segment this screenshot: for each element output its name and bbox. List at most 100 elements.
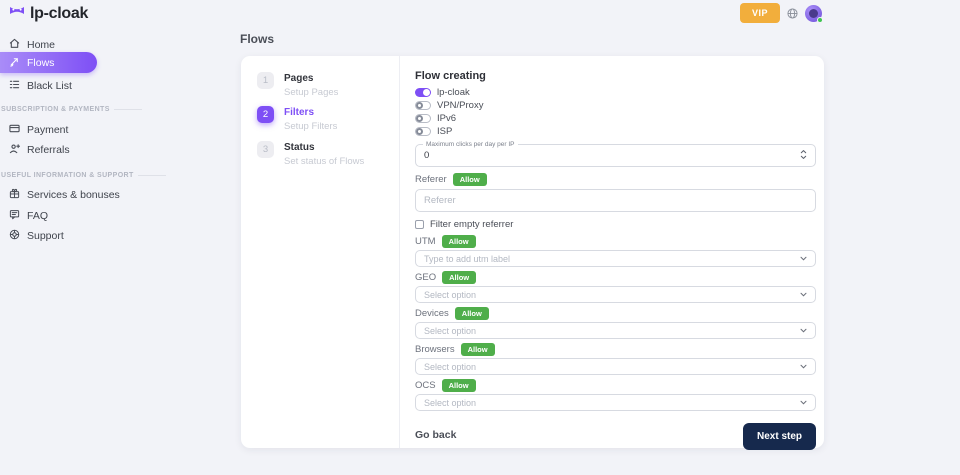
browsers-placeholder: Select option — [424, 361, 477, 372]
ocs-placeholder: Select option — [424, 397, 477, 408]
toggle-label: ISP — [437, 126, 453, 137]
step-status[interactable]: 3 Status Set status of Flows — [257, 141, 364, 167]
step-number: 3 — [257, 141, 274, 158]
browsers-select[interactable]: Select option — [415, 358, 816, 375]
toggle-ipv6[interactable]: IPv6 — [415, 113, 816, 124]
sidebar-item-label: Services & bonuses — [27, 189, 120, 201]
gift-icon — [9, 188, 20, 202]
utm-select[interactable]: Type to add utm label — [415, 250, 816, 267]
sidebar-section-useful-info: USEFUL INFORMATION & SUPPORT — [1, 172, 166, 179]
flows-icon — [9, 56, 20, 70]
browsers-allow-badge[interactable]: Allow — [460, 343, 495, 356]
step-subtitle: Set status of Flows — [284, 156, 365, 167]
geo-placeholder: Select option — [424, 289, 477, 300]
chevron-down-icon — [800, 292, 807, 297]
referer-label: Referer — [415, 174, 447, 185]
form-title: Flow creating — [415, 70, 486, 82]
number-stepper-icon[interactable] — [800, 147, 807, 165]
browsers-label: Browsers — [415, 344, 455, 355]
utm-placeholder: Type to add utm label — [424, 253, 511, 264]
toggle-switch-off[interactable] — [415, 114, 431, 123]
referer-allow-badge[interactable]: Allow — [452, 173, 487, 186]
sidebar-item-services-bonuses[interactable]: Services & bonuses — [9, 188, 120, 202]
globe-icon[interactable] — [787, 7, 798, 19]
sidebar-item-label: FAQ — [27, 210, 49, 222]
mask-logo-icon — [9, 4, 25, 23]
support-icon — [9, 229, 20, 243]
toggle-lp-cloak[interactable]: lp-cloak — [415, 87, 816, 98]
max-clicks-label: Maximum clicks per day per IP — [423, 141, 518, 148]
max-clicks-input[interactable] — [424, 150, 800, 161]
utm-label: UTM — [415, 236, 436, 247]
checkbox-label: Filter empty referrer — [430, 218, 514, 230]
devices-select[interactable]: Select option — [415, 322, 816, 339]
step-number: 2 — [257, 106, 274, 123]
sidebar-item-label: Flows — [27, 56, 55, 69]
step-filters[interactable]: 2 Filters Setup Filters — [257, 106, 337, 132]
flow-creation-card: 1 Pages Setup Pages 2 Filters Setup Filt… — [241, 56, 824, 450]
sidebar-item-home[interactable]: Home — [9, 38, 55, 52]
sidebar-item-label: Black List — [27, 80, 72, 92]
sidebar-item-flows[interactable]: Flows — [0, 52, 97, 73]
ocs-allow-badge[interactable]: Allow — [441, 379, 476, 392]
logo-text: lp-cloak — [30, 4, 89, 22]
sidebar-item-label: Support — [27, 230, 64, 242]
geo-allow-badge[interactable]: Allow — [442, 271, 477, 284]
filter-empty-referrer-checkbox-row[interactable]: Filter empty referrer — [415, 218, 816, 230]
chevron-down-icon — [800, 364, 807, 369]
referer-input[interactable] — [424, 195, 807, 206]
toggle-isp[interactable]: ISP — [415, 126, 816, 137]
checkbox-unchecked[interactable] — [415, 219, 424, 229]
geo-label: GEO — [415, 272, 437, 283]
go-back-link[interactable]: Go back — [415, 429, 457, 441]
utm-allow-badge[interactable]: Allow — [441, 235, 476, 248]
referrals-icon — [9, 143, 21, 157]
chevron-down-icon — [800, 256, 807, 261]
devices-placeholder: Select option — [424, 325, 477, 336]
ocs-label: OCS — [415, 380, 436, 391]
chevron-down-icon — [800, 328, 807, 333]
next-step-button[interactable]: Next step — [742, 423, 816, 450]
step-title: Filters — [284, 107, 315, 118]
faq-icon — [9, 209, 20, 223]
step-subtitle: Setup Pages — [284, 87, 339, 98]
geo-select[interactable]: Select option — [415, 286, 816, 303]
home-icon — [9, 38, 20, 52]
toggle-label: VPN/Proxy — [437, 100, 484, 111]
online-status-dot — [817, 16, 823, 23]
step-subtitle: Setup Filters — [284, 121, 338, 132]
sidebar-item-faq[interactable]: FAQ — [9, 209, 48, 223]
page-title: Flows — [240, 32, 275, 46]
ocs-select[interactable]: Select option — [415, 394, 816, 411]
app-logo[interactable]: lp-cloak — [9, 4, 88, 23]
sidebar-item-referrals[interactable]: Referrals — [9, 143, 70, 157]
step-title: Status — [284, 142, 315, 153]
max-clicks-field[interactable]: Maximum clicks per day per IP — [415, 141, 816, 167]
referer-field[interactable] — [415, 189, 816, 212]
payment-icon — [9, 123, 20, 137]
sidebar-item-support[interactable]: Support — [9, 229, 64, 243]
devices-label: Devices — [415, 308, 449, 319]
toggle-vpn-proxy[interactable]: VPN/Proxy — [415, 100, 816, 111]
toggle-switch-off[interactable] — [415, 127, 431, 136]
chevron-down-icon — [800, 400, 807, 405]
sidebar-item-label: Payment — [27, 124, 69, 136]
toggle-switch-on[interactable] — [415, 88, 431, 97]
step-number: 1 — [257, 72, 274, 89]
sidebar-item-label: Home — [27, 39, 56, 51]
sidebar-section-subscription: SUBSCRIPTION & PAYMENTS — [1, 106, 142, 113]
step-pages[interactable]: 1 Pages Setup Pages — [257, 72, 338, 98]
toggle-label: IPv6 — [437, 113, 457, 124]
sidebar-item-label: Referrals — [27, 144, 70, 156]
avatar-image — [809, 8, 818, 18]
devices-allow-badge[interactable]: Allow — [454, 307, 489, 320]
black-list-icon — [9, 79, 20, 93]
sidebar-item-payment[interactable]: Payment — [9, 123, 68, 137]
toggle-label: lp-cloak — [437, 87, 470, 98]
card-divider — [399, 56, 400, 448]
user-avatar[interactable] — [805, 4, 823, 23]
vip-button[interactable]: VIP — [739, 3, 780, 23]
toggle-switch-off[interactable] — [415, 101, 431, 110]
step-title: Pages — [284, 73, 314, 84]
sidebar-item-black-list[interactable]: Black List — [9, 79, 72, 93]
